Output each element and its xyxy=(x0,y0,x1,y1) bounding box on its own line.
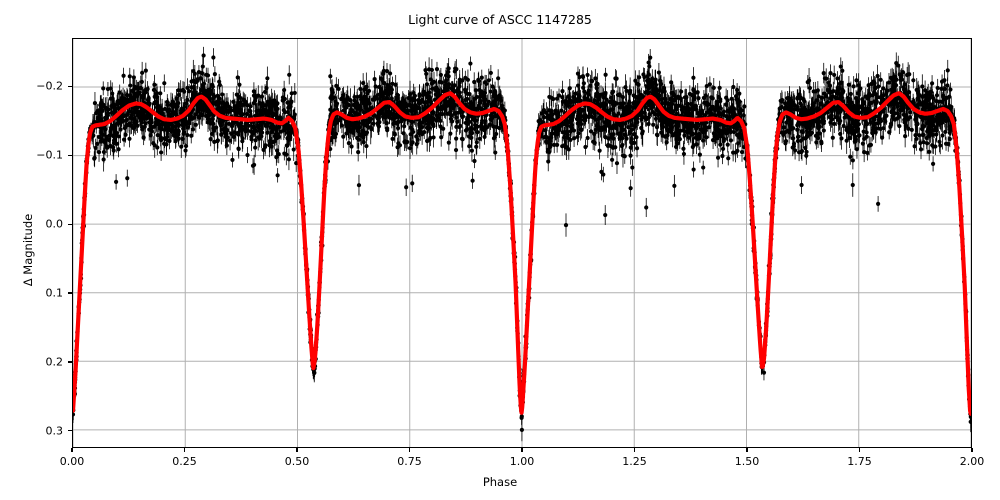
x-tick-label: 2.00 xyxy=(959,455,985,468)
x-tick-label: 1.00 xyxy=(509,455,535,468)
x-tick-mark xyxy=(971,448,973,452)
y-tick-label: 0.0 xyxy=(45,217,64,231)
x-tick-label: 1.25 xyxy=(622,455,647,468)
x-tick-mark xyxy=(296,448,298,452)
x-tick-mark xyxy=(183,448,186,452)
x-tick-label: 0.50 xyxy=(284,455,310,468)
x-tick-mark xyxy=(633,448,636,452)
y-tick-label: −0.1 xyxy=(36,148,63,162)
y-tick-label: 0.2 xyxy=(45,355,64,369)
y-tick-mark xyxy=(68,292,72,294)
y-tick-mark xyxy=(68,223,72,225)
y-axis-label: Δ Magnitude xyxy=(21,213,35,287)
x-tick-mark xyxy=(521,448,523,452)
y-tick-mark xyxy=(68,430,72,432)
x-tick-label: 0.00 xyxy=(59,455,85,468)
x-tick-label: 0.25 xyxy=(172,455,197,468)
x-tick-mark xyxy=(746,448,748,452)
x-tick-label: 1.75 xyxy=(847,455,872,468)
x-axis-label: Phase xyxy=(482,475,518,489)
y-tick-mark xyxy=(68,85,72,87)
x-tick-label: 0.75 xyxy=(397,455,422,468)
y-tick-mark xyxy=(68,361,72,363)
x-tick-label: 1.50 xyxy=(734,455,760,468)
plot-area xyxy=(72,38,972,448)
x-tick-mark xyxy=(408,448,411,452)
x-tick-mark xyxy=(858,448,861,452)
y-tick-label: 0.1 xyxy=(45,286,64,300)
chart-title: Light curve of ASCC 1147285 xyxy=(408,12,592,27)
y-tick-mark xyxy=(68,154,72,156)
x-tick-mark xyxy=(71,448,73,452)
y-tick-label: 0.3 xyxy=(45,424,64,438)
data-layer xyxy=(73,46,971,442)
y-tick-label: −0.2 xyxy=(36,79,63,93)
model-fit-line xyxy=(73,91,971,416)
data-points xyxy=(73,53,971,432)
